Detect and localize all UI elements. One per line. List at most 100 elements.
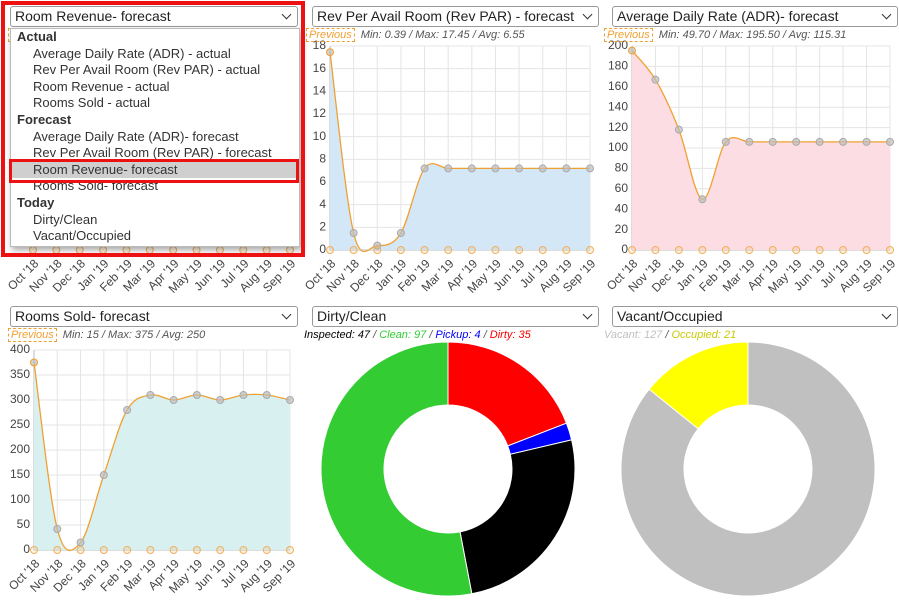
y-tick-label: 20 (615, 222, 629, 236)
y-tick-label: 10 (313, 129, 327, 143)
point (628, 46, 636, 55)
legend-entry: Occupied: 21 (665, 329, 736, 341)
previous-point (839, 246, 848, 254)
menu-option[interactable]: Room Revenue - actual (33, 78, 170, 94)
previous-point (169, 546, 178, 554)
previous-point (146, 546, 155, 554)
summary-line: Vacant: 127Occupied: 21 (604, 328, 739, 342)
previous-point (628, 246, 636, 254)
point (674, 125, 683, 134)
area (330, 52, 590, 252)
point (444, 164, 453, 173)
y-tick-label: 16 (313, 61, 327, 75)
y-tick-label: 0 (319, 242, 326, 256)
previous-point (239, 546, 248, 554)
point (768, 137, 777, 146)
slice (447, 341, 568, 447)
legend-previous[interactable]: Previous (604, 28, 653, 42)
chart-selector[interactable]: Rev Per Avail Room (Rev PAR) - forecast (312, 6, 599, 27)
y-tick-label: 180 (608, 59, 628, 73)
previous-point (862, 246, 871, 254)
point (286, 396, 294, 404)
y-tick-label: 150 (10, 467, 30, 481)
y-tick-label: 400 (10, 342, 30, 356)
menu-option[interactable]: Average Daily Rate (ADR) - actual (33, 45, 231, 61)
chart-selector[interactable]: Dirty/Clean (312, 306, 599, 327)
previous-point (768, 246, 777, 254)
highlight-box (9, 159, 299, 183)
menu-group: Today (17, 194, 55, 210)
area (632, 50, 890, 251)
previous-point (262, 546, 271, 554)
menu-option[interactable]: Average Daily Rate (ADR)- forecast (33, 128, 239, 144)
previous-point (349, 246, 358, 254)
previous-point (792, 246, 801, 254)
menu-group: Actual (17, 29, 57, 44)
previous-point (192, 546, 201, 554)
slice (648, 341, 749, 430)
point (349, 229, 358, 237)
point (467, 164, 476, 173)
previous-point (886, 246, 894, 254)
legend-previous[interactable]: Previous (8, 328, 57, 342)
point (30, 358, 38, 367)
highlight-box (1, 1, 305, 257)
chart-selector[interactable]: Average Daily Rate (ADR)- forecast (612, 6, 898, 27)
point (420, 164, 429, 173)
slice (320, 341, 473, 597)
menu-option[interactable]: Dirty/Clean (33, 211, 98, 227)
menu-option[interactable]: Room Revenue- forecast (11, 161, 299, 179)
legend-previous[interactable]: Previous (306, 28, 355, 42)
previous-point (467, 246, 476, 254)
point (396, 229, 405, 237)
point (538, 164, 547, 173)
point (326, 48, 334, 57)
y-tick-label: 200 (10, 442, 30, 456)
menu-option[interactable]: Rev Per Avail Room (Rev PAR) - actual (33, 62, 261, 78)
summary-line: Previous Min: 49.70 / Max: 195.50 / Avg: … (604, 28, 846, 42)
y-tick-label: 0 (621, 242, 628, 256)
slice (459, 439, 576, 595)
chart-selector[interactable]: Rooms Sold- forecast (10, 306, 298, 327)
menu-option[interactable]: Vacant/Occupied (33, 228, 132, 244)
y-tick-label: 6 (319, 174, 326, 188)
previous-point (326, 246, 334, 254)
point (262, 391, 271, 399)
dropdown-menu: Actual Average Daily Rate (ADR) - actual R… (10, 28, 300, 247)
y-tick-label: 120 (608, 120, 628, 134)
point (862, 137, 871, 146)
y-tick-label: 100 (608, 140, 628, 154)
previous-point (373, 246, 382, 254)
legend-entry: Pickup: 4 (429, 329, 480, 341)
y-tick-label: 14 (313, 84, 327, 98)
point (792, 137, 801, 146)
slice (620, 341, 876, 597)
y-tick-label: 50 (17, 517, 31, 531)
y-tick-label: 12 (313, 106, 327, 120)
previous-point (30, 546, 38, 554)
previous-point (651, 246, 660, 254)
chart-selector[interactable]: Vacant/Occupied (612, 306, 898, 327)
point (651, 75, 660, 84)
menu-option[interactable]: Rev Per Avail Room (Rev PAR) - forecast (33, 145, 272, 161)
previous-point (286, 546, 294, 554)
previous-point (396, 246, 405, 254)
previous-point (491, 246, 500, 254)
previous-point (99, 546, 108, 554)
legend-entry: Dirty: 35 (484, 329, 531, 341)
summary-text: Min: 0.39 / Max: 17.45 / Avg: 6.55 (360, 29, 525, 41)
point (99, 471, 108, 479)
chart-selector[interactable]: Room Revenue- forecast (10, 6, 298, 27)
previous-point (123, 546, 132, 554)
point (745, 137, 754, 146)
y-tick-label: 60 (615, 181, 629, 195)
y-tick-label: 140 (608, 99, 628, 113)
menu-option[interactable]: Rooms Sold - actual (33, 95, 151, 111)
point (562, 164, 571, 173)
previous-point (698, 246, 707, 254)
point (76, 538, 85, 547)
summary-line: Previous Min: 15 / Max: 375 / Avg: 250 (8, 328, 205, 342)
summary-line: Previous Min: 0.39 / Max: 17.45 / Avg: 6.… (306, 28, 525, 42)
